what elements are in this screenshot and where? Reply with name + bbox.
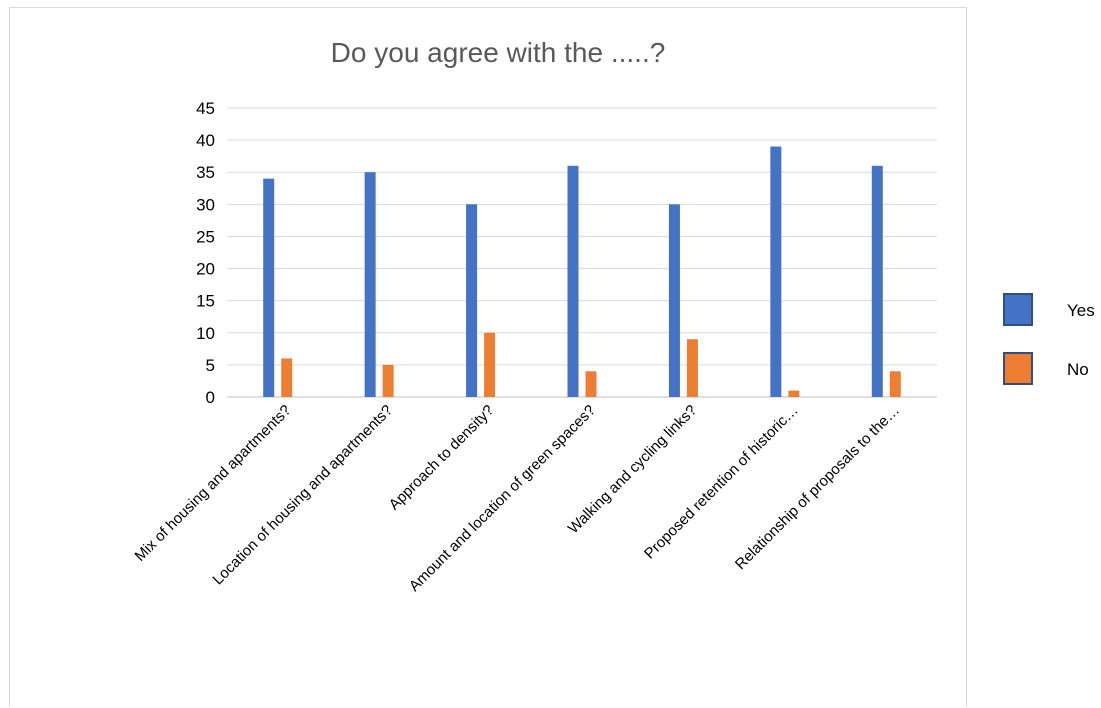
- bar-yes-3: [466, 204, 478, 397]
- bar-no-7: [889, 371, 901, 397]
- y-tick-label: 15: [196, 292, 215, 311]
- y-tick-label: 0: [206, 388, 215, 407]
- bar-no-2: [382, 364, 394, 397]
- x-tick-label: Amount and location of green spaces?: [406, 402, 599, 595]
- bar-yes-5: [668, 204, 680, 397]
- bar-yes-2: [364, 172, 376, 397]
- legend-swatch-no: [1003, 352, 1033, 385]
- x-tick-label: Mix of housing and apartments?: [132, 402, 295, 565]
- chart-title: Do you agree with the .....?: [331, 37, 666, 68]
- legend-label-no: No: [1067, 360, 1089, 379]
- y-tick-label: 45: [196, 99, 215, 118]
- bar-yes-4: [567, 165, 579, 397]
- x-axis: Mix of housing and apartments?Location o…: [132, 402, 904, 595]
- y-tick-label: 20: [196, 260, 215, 279]
- x-tick-label: Relationship of proposals to the…: [732, 402, 903, 573]
- legend-item-no: No: [1003, 352, 1098, 387]
- bars: [263, 146, 901, 397]
- x-tick-label: Location of housing and apartments?: [209, 402, 396, 589]
- y-tick-label: 25: [196, 227, 215, 246]
- x-tick-label: Approach to density?: [386, 402, 498, 514]
- legend: Yes No: [1003, 293, 1098, 411]
- legend-swatch-yes: [1003, 293, 1033, 326]
- y-tick-label: 10: [196, 324, 215, 343]
- gridlines: [227, 107, 937, 366]
- bar-no-3: [484, 332, 496, 397]
- bar-no-4: [585, 371, 597, 397]
- legend-item-yes: Yes: [1003, 293, 1098, 328]
- y-axis: 0 5 10 15 20 25 30 35 40 45: [196, 99, 937, 407]
- bar-no-1: [281, 358, 293, 397]
- y-tick-label: 5: [206, 356, 215, 375]
- bar-yes-6: [770, 146, 782, 397]
- bar-no-5: [686, 339, 698, 397]
- y-tick-label: 40: [196, 131, 215, 150]
- bar-no-6: [788, 390, 800, 397]
- y-tick-label: 30: [196, 195, 215, 214]
- y-tick-label: 35: [196, 163, 215, 182]
- bar-yes-7: [871, 165, 883, 397]
- bar-yes-1: [263, 178, 275, 397]
- legend-label-yes: Yes: [1067, 301, 1095, 320]
